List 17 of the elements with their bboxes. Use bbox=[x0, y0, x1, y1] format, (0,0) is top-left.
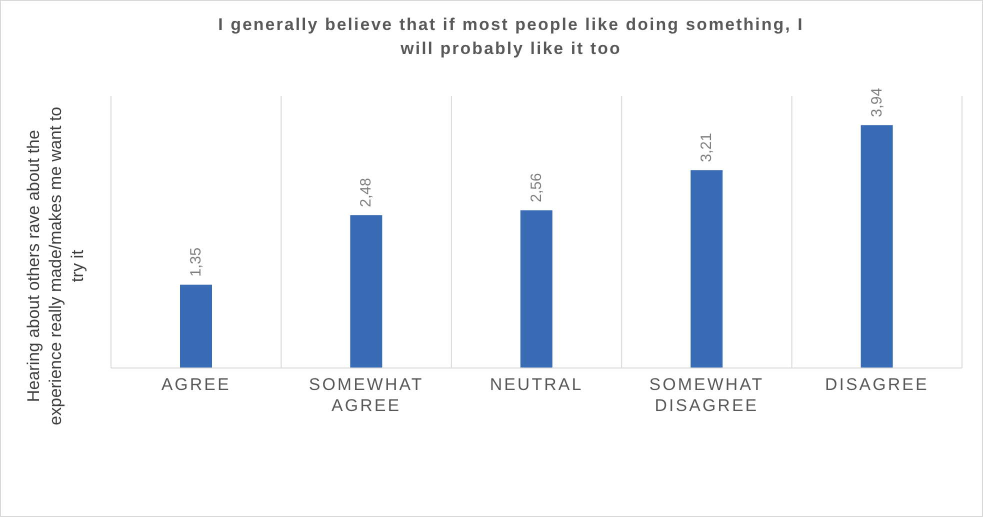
x-tick-label: DISAGREE bbox=[824, 375, 929, 394]
data-label: 1,35 bbox=[188, 248, 204, 277]
x-tick-label: AGREE bbox=[161, 375, 231, 394]
x-tick-label: SOMEWHAT AGREE bbox=[308, 375, 424, 415]
y-axis-title: Hearing about others rave about the experience really made/makes me want to try it bbox=[23, 106, 88, 428]
bar bbox=[860, 125, 893, 368]
chart-title: I generally believe that if most people like doing something, I will probably like it too bbox=[217, 14, 805, 60]
data-label: 3,21 bbox=[698, 132, 716, 162]
bar bbox=[350, 215, 382, 368]
bar bbox=[180, 284, 212, 368]
data-label: 3,94 bbox=[868, 88, 886, 118]
bar bbox=[520, 210, 552, 368]
x-tick-label: NEUTRAL bbox=[490, 375, 584, 394]
data-label: 2,48 bbox=[358, 178, 375, 208]
x-tick-label: SOMEWHAT DISAGREE bbox=[649, 375, 764, 415]
bar bbox=[690, 170, 723, 368]
data-label: 2,56 bbox=[528, 173, 545, 202]
